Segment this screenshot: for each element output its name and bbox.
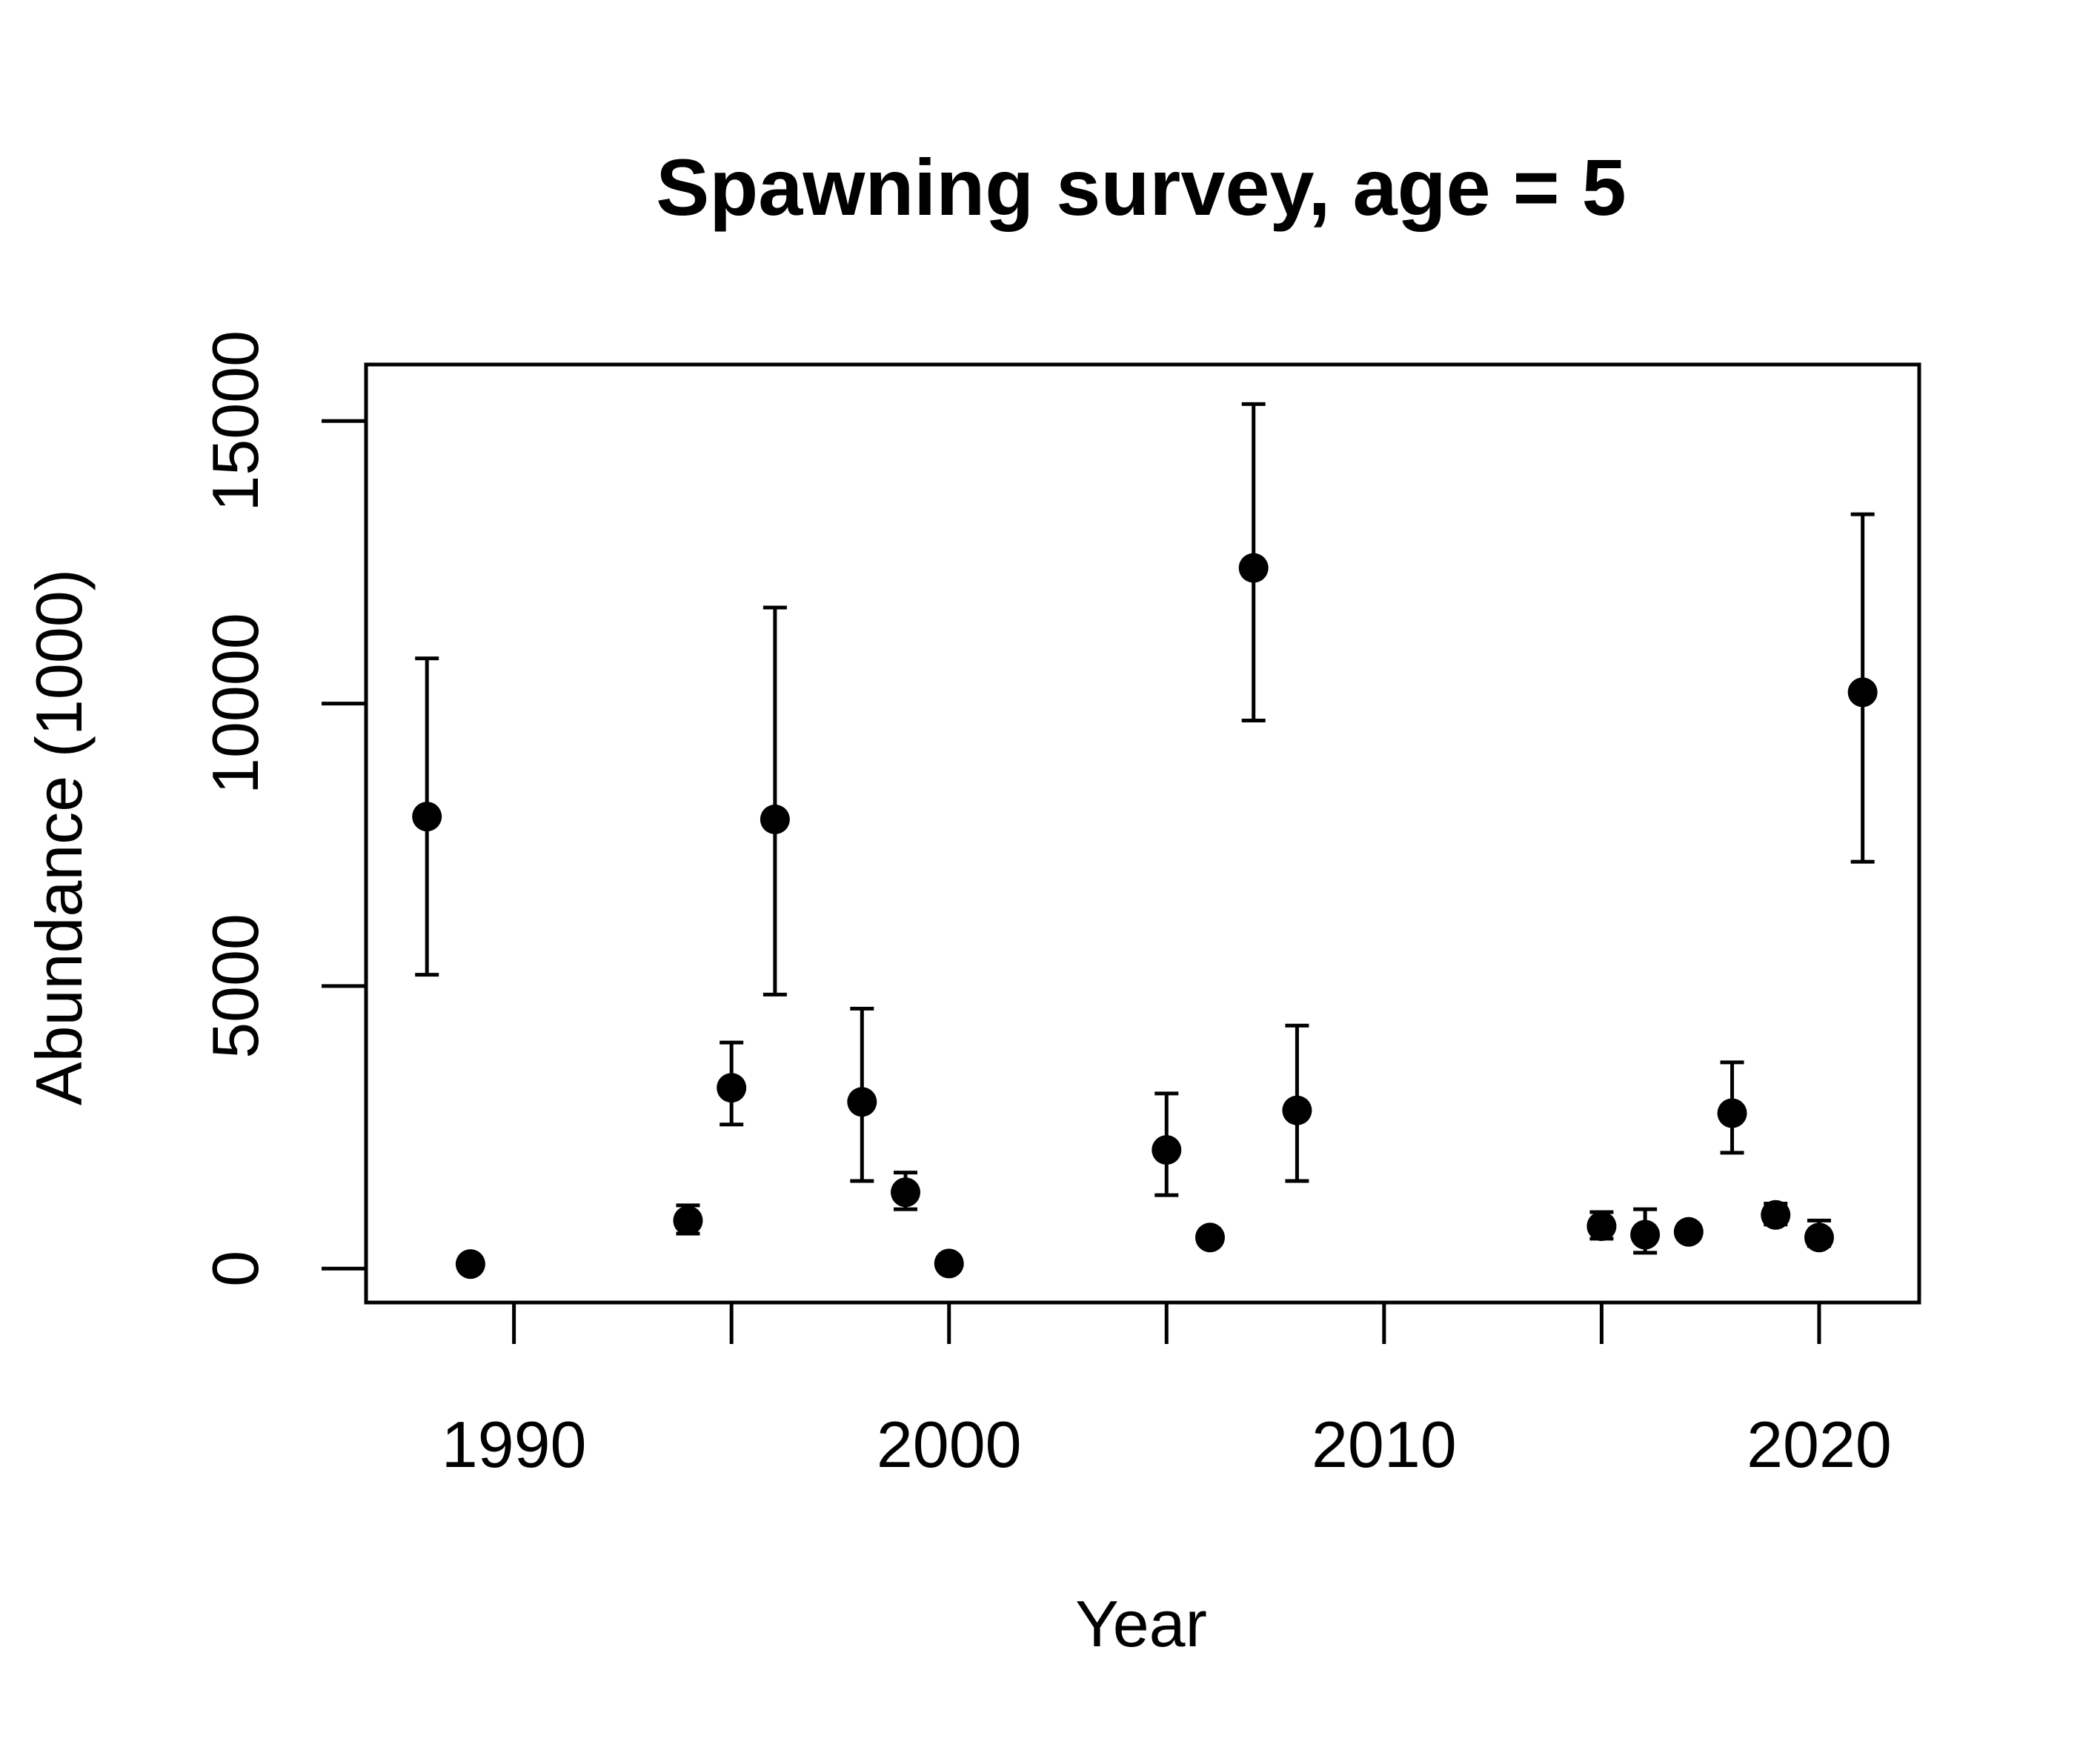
data-point [1804, 1222, 1834, 1253]
x-axis: 1990 2000 2010 2020 [442, 1302, 1892, 1481]
y-axis: 0 5000 10000 15000 [199, 330, 366, 1287]
plot-frame [364, 362, 1921, 1305]
y-axis-label: Abundance (1000) [22, 569, 96, 1105]
data-point [1717, 1098, 1747, 1128]
x-tick-label: 2020 [1747, 1408, 1892, 1481]
data-series [412, 402, 1878, 1280]
chart-title: Spawning survey, age = 5 [656, 142, 1626, 232]
data-point [412, 802, 442, 832]
data-point [1195, 1222, 1226, 1253]
data-point [1630, 1220, 1661, 1250]
y-tick-label: 15000 [199, 330, 272, 512]
data-point [891, 1177, 921, 1208]
data-point [717, 1073, 747, 1103]
data-point [455, 1249, 485, 1280]
data-point [934, 1248, 964, 1279]
x-tick-label: 2010 [1312, 1408, 1457, 1481]
y-tick-label: 0 [199, 1251, 272, 1287]
y-tick-label: 10000 [199, 613, 272, 794]
y-tick-label: 5000 [199, 914, 272, 1059]
data-point [1586, 1211, 1617, 1242]
x-axis-label: Year [1075, 1587, 1207, 1660]
data-point [1673, 1217, 1704, 1247]
data-point [847, 1087, 877, 1117]
data-point [760, 804, 790, 834]
x-tick-label: 2000 [877, 1408, 1022, 1481]
data-point [1847, 677, 1878, 708]
x-tick-label: 1990 [442, 1408, 587, 1481]
data-point [1282, 1095, 1312, 1125]
data-point [1152, 1135, 1182, 1165]
data-point [673, 1205, 703, 1236]
data-point [1761, 1200, 1791, 1230]
data-point [1238, 553, 1269, 583]
